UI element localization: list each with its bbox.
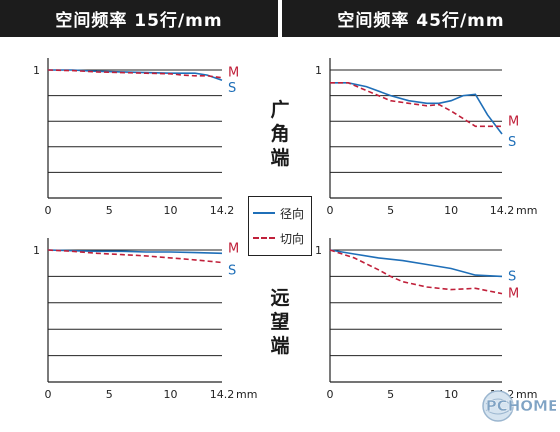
wide-15-x-tick-3: 14.2 [210,204,235,217]
watermark-globe [482,390,514,422]
header-45lpmm: 空间频率 45行/mm [282,0,560,37]
tele-45-x-unit: mm [516,388,537,401]
wide-15-label-S: S [228,81,236,96]
wide-45-x-tick-3: 14.2 [490,204,515,217]
wide-45-label-M: M [508,114,519,129]
watermark-globe-lines [485,398,511,415]
wide-45-label-S: S [508,135,516,150]
label-tele-end: 远 望 端 [262,286,298,358]
wide-45-x-unit: mm [516,204,537,217]
tele-15-label-S: S [228,264,236,279]
tele-15-label-M: M [228,241,239,256]
wide-15-x-tick-2: 10 [164,204,178,217]
wide-15-y-tick-label: 1 [33,64,40,77]
wide-45-series-M [330,82,502,128]
legend-meridional-label: 切向 [280,231,305,246]
label-wide-end: 广 角 端 [262,98,298,170]
tele-45-x-tick-1: 5 [387,388,394,401]
legend-meridional-swatch [253,237,275,239]
label-tele-char-1: 远 [270,287,290,309]
label-tele-char-3: 端 [270,335,290,357]
tele-15-x-tick-1: 5 [106,388,113,401]
wide-15-x-tick-1: 5 [106,204,113,217]
wide-45-y-tick-label: 1 [315,64,322,77]
legend-sagittal: 径向 [253,204,304,222]
tele-45-label-S: S [508,269,516,284]
wide-15-x-tick-0: 0 [45,204,52,217]
tele-15-x-tick-2: 10 [164,388,178,401]
legend-sagittal-label: 径向 [280,206,305,221]
tele-45-series-S [329,249,503,278]
wide-15-series-M [47,69,223,79]
chart-legend: 径向 切向 [248,196,312,256]
label-wide-char-1: 广 [270,99,290,121]
wide-45-series-S [330,82,503,135]
tele-15-series-M [47,249,223,264]
tele-15-x-tick-3: 14.2 [210,388,235,401]
label-tele-char-2: 望 [270,311,290,333]
wide-45-x-tick-2: 10 [444,204,458,217]
tele-45-y-tick-label: 1 [315,244,322,257]
tele-45-series-M [329,249,503,295]
legend-meridional: 切向 [253,229,304,247]
tele-15-x-unit: mm [236,388,257,401]
label-wide-char-2: 角 [270,123,290,145]
label-wide-char-3: 端 [270,147,290,169]
wide-15-label-M: M [228,66,239,81]
legend-sagittal-swatch [253,212,275,214]
tele-45-x-tick-0: 0 [327,388,334,401]
tele-15-y-tick-label: 1 [33,244,40,257]
tele-45-x-tick-2: 10 [444,388,458,401]
watermark-text: PCHOME [486,397,556,415]
wide-45-x-tick-1: 5 [387,204,394,217]
pchome-watermark: PCHOME [482,390,556,422]
tele-15-x-tick-0: 0 [45,388,52,401]
header-15lpmm: 空间频率 15行/mm [0,0,278,37]
tele-45-label-M: M [508,287,519,302]
wide-45-x-tick-0: 0 [327,204,334,217]
tele-15-series-S [47,249,223,255]
